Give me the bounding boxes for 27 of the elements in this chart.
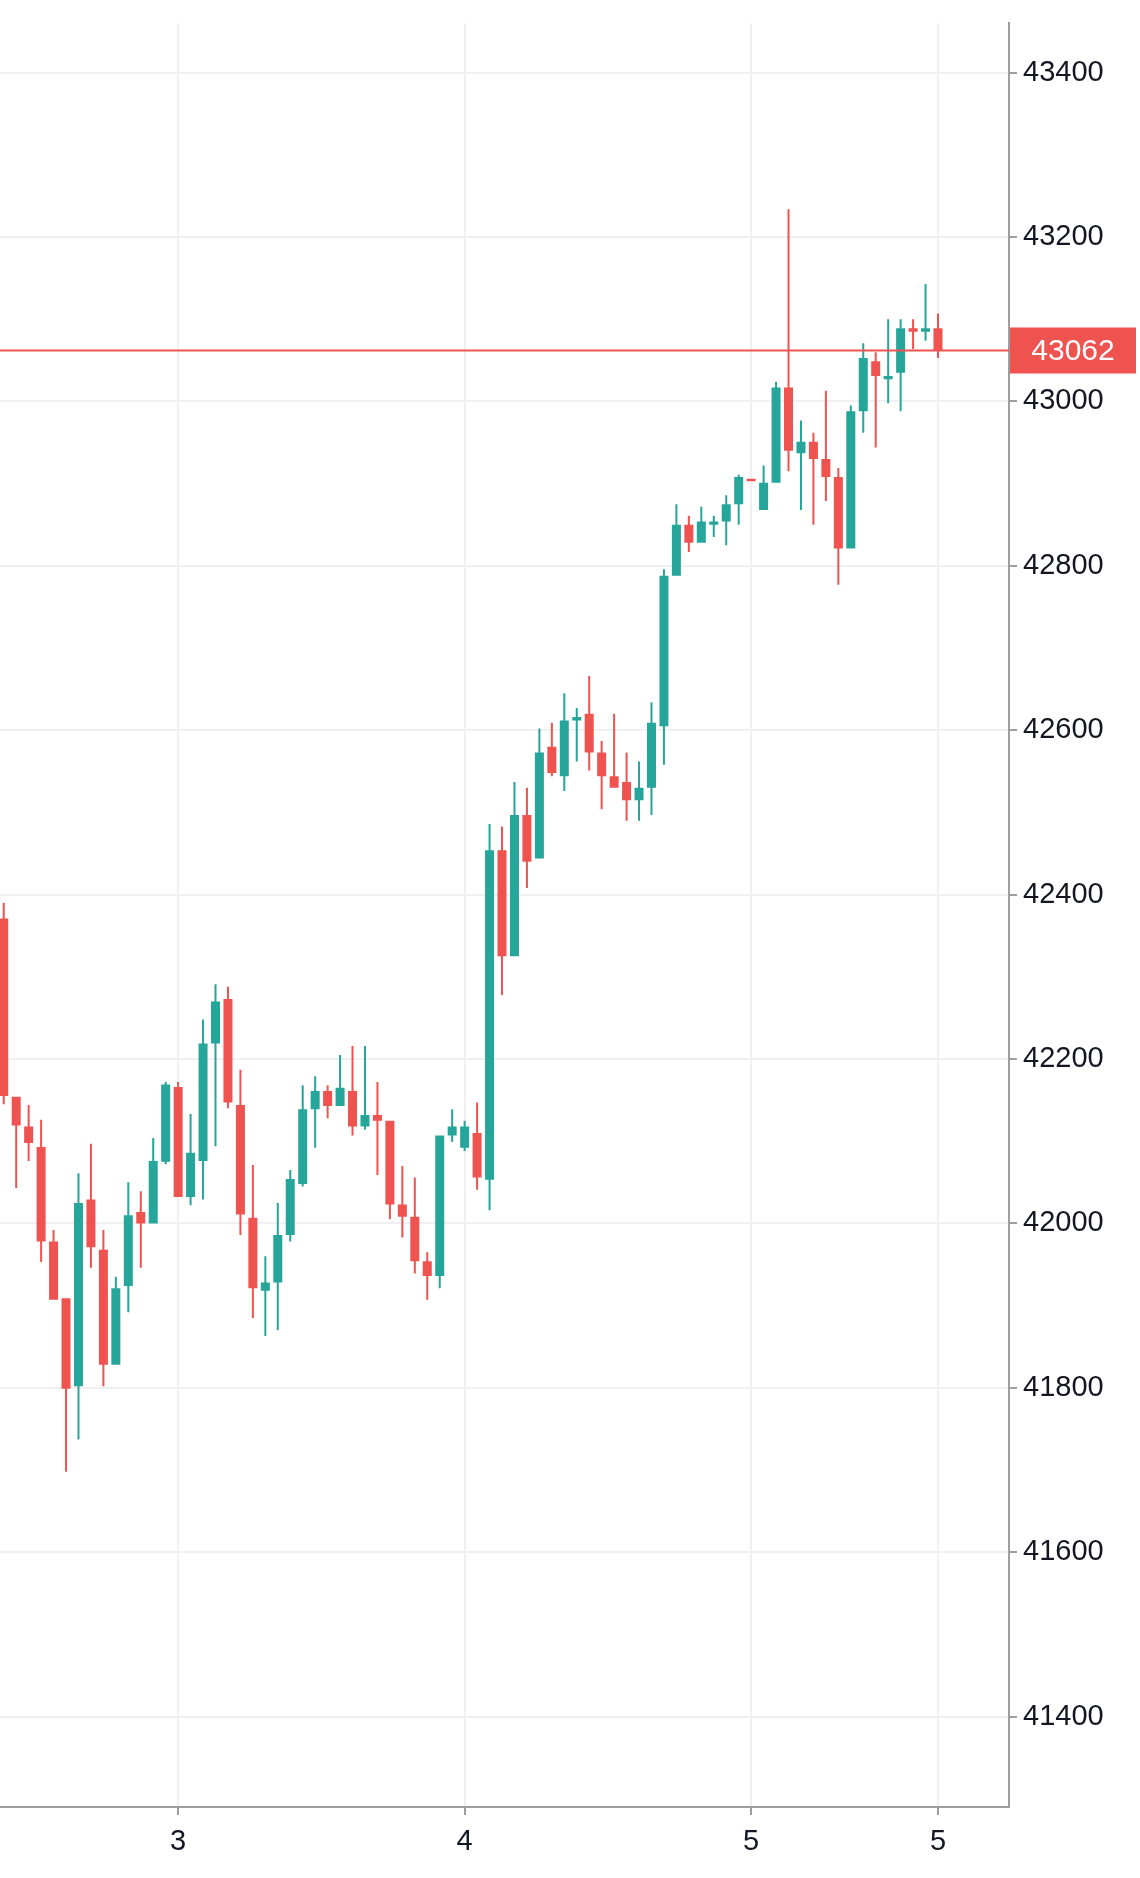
candlestick [921, 283, 931, 341]
y-tick-label: 42800 [1023, 547, 1104, 580]
ref-line-label: 43062 [1031, 332, 1115, 366]
y-tick-label: 41600 [1023, 1534, 1104, 1567]
x-tick-label: 5 [743, 1824, 760, 1857]
y-tick-label: 41800 [1023, 1369, 1104, 1402]
candlestick [136, 1191, 146, 1268]
y-tick-label: 42600 [1023, 712, 1104, 745]
candlestick [609, 713, 619, 788]
candlestick [883, 319, 893, 404]
y-tick-label: 42000 [1023, 1205, 1104, 1238]
y-tick-label: 43400 [1023, 54, 1104, 87]
candlestick [260, 1256, 270, 1337]
x-tick-label: 5 [929, 1824, 947, 1857]
candlestick [572, 708, 582, 762]
y-tick-label: 42400 [1023, 876, 1104, 909]
y-tick-label: 43000 [1023, 383, 1104, 416]
x-tick-label: 4 [456, 1824, 473, 1857]
y-tick-label: 42200 [1023, 1041, 1104, 1074]
y-tick-label: 43200 [1023, 219, 1104, 252]
candlestick [709, 515, 719, 538]
candlestick [360, 1045, 370, 1130]
candlestick [372, 1082, 382, 1175]
y-tick-label: 41400 [1023, 1698, 1104, 1731]
candlestick [796, 420, 806, 510]
candlestick [821, 390, 831, 501]
x-tick-label: 3 [170, 1824, 187, 1857]
